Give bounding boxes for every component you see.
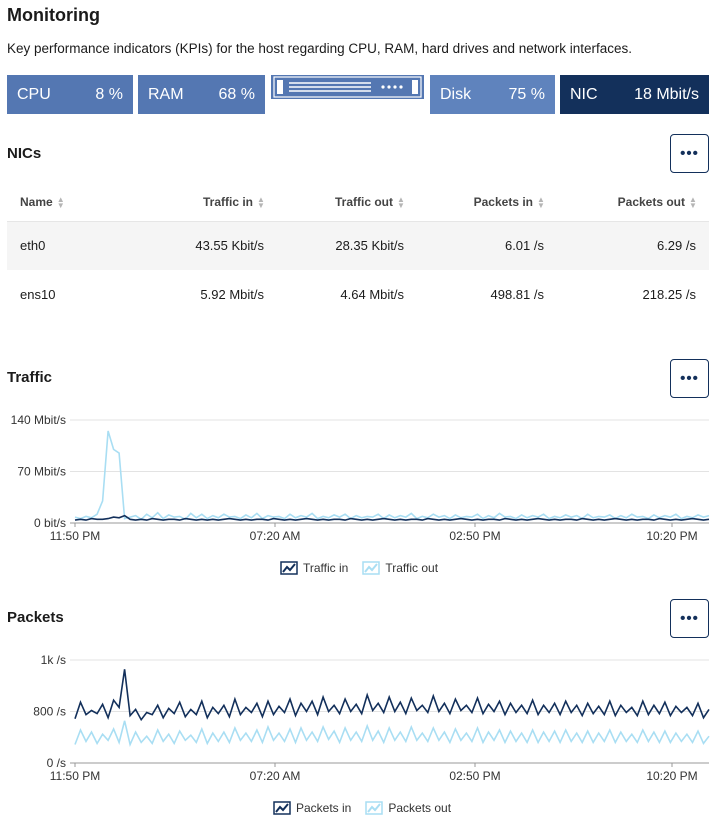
cell-packets-in: 6.01 /s	[417, 221, 557, 270]
kpi-nic-value: 18 Mbit/s	[634, 85, 699, 103]
sort-icon[interactable]: ▲ ▼	[397, 194, 405, 210]
table-header-row: Name ▲ ▼ Traffic in ▲ ▼ Traffic out ▲ ▼ Packet…	[7, 183, 709, 222]
line-chart-icon	[362, 561, 381, 575]
nics-title: NICs	[7, 145, 42, 162]
column-header-traffic-out[interactable]: Traffic out ▲ ▼	[277, 183, 417, 222]
x-tick-label: 07:20 AM	[250, 529, 301, 543]
y-tick-label: 0 bit/s	[34, 516, 66, 530]
cell-traffic-out: 4.64 Mbit/s	[340, 287, 404, 302]
series-line-traffic-in	[74, 514, 710, 521]
kpi-cpu-label: CPU	[17, 85, 51, 103]
y-tick-label: 800 /s	[33, 705, 66, 719]
nics-table: Name ▲ ▼ Traffic in ▲ ▼ Traffic out ▲ ▼ Packet…	[7, 183, 709, 319]
sort-icon[interactable]: ▲ ▼	[56, 194, 65, 210]
traffic-legend: Traffic in Traffic out	[280, 561, 438, 575]
legend-label-traffic-out: Traffic out	[385, 561, 439, 575]
column-header-packets-in[interactable]: Packets in ▲ ▼	[417, 183, 557, 222]
column-header-packets-out[interactable]: Packets out ▲ ▼	[557, 183, 709, 222]
cell-name: eth0	[7, 221, 137, 270]
page-title: Monitoring	[7, 5, 100, 25]
cell-traffic-out: 28.35 Kbit/s	[277, 221, 417, 270]
series-line-traffic-out	[74, 430, 710, 521]
table-row[interactable]: eth0 43.55 Kbit/s 28.35 Kbit/s 6.01 /s 6…	[7, 221, 709, 270]
packets-more-button[interactable]: •••	[670, 599, 709, 638]
cell-traffic-in: 5.92 Mbit/s	[200, 287, 264, 302]
series-line-packets-in	[74, 669, 710, 722]
y-tick-label: 140 Mbit/s	[11, 413, 66, 427]
traffic-more-button[interactable]: •••	[670, 359, 709, 398]
cell-packets-in: 498.81 /s	[490, 287, 545, 302]
cell-packets-out: 218.25 /s	[642, 287, 697, 302]
packets-chart: 0 /s 800 /s 1k /s 11:50 PM 07:20 AM 02:50 PM 1…	[33, 653, 710, 783]
sort-icon[interactable]: ▲ ▼	[689, 194, 697, 210]
legend-label-traffic-in: Traffic in	[303, 561, 349, 575]
legend-item-traffic-out[interactable]: Traffic out	[362, 561, 438, 575]
x-tick-label: 10:20 PM	[646, 529, 697, 543]
legend-label-packets-in: Packets in	[296, 801, 352, 815]
x-tick-label: 11:50 PM	[50, 769, 100, 783]
column-header-name[interactable]: Name ▲ ▼	[7, 183, 137, 222]
series-line-packets-out	[74, 720, 710, 748]
cell-traffic-in: 43.55 Kbit/s	[137, 221, 277, 270]
x-tick-label: 02:50 PM	[449, 769, 500, 783]
kpi-nic[interactable]: NIC 18 Mbit/s	[560, 75, 709, 114]
kpi-disk[interactable]: Disk 75 %	[430, 75, 555, 114]
table-row[interactable]: ens10 5.92 Mbit/s 4.64 Mbit/s 498.81 /s …	[7, 270, 709, 319]
y-tick-label: 70 Mbit/s	[17, 465, 66, 479]
page-subtitle: Key performance indicators (KPIs) for th…	[7, 41, 633, 56]
legend-item-packets-in[interactable]: Packets in	[273, 801, 351, 815]
nics-more-button[interactable]: •••	[670, 134, 709, 173]
x-tick-label: 02:50 PM	[449, 529, 500, 543]
cell-name: ens10	[20, 287, 56, 302]
legend-item-packets-out[interactable]: Packets out	[365, 801, 451, 815]
packets-legend: Packets in Packets out	[273, 801, 451, 815]
cell-packets-out: 6.29 /s	[557, 221, 709, 270]
line-chart-icon	[273, 801, 291, 815]
column-header-traffic-in[interactable]: Traffic in ▲ ▼	[137, 183, 277, 222]
packets-title: Packets	[7, 609, 64, 626]
x-tick-label: 11:50 PM	[50, 529, 100, 543]
sort-icon[interactable]: ▲ ▼	[537, 194, 545, 210]
server-icon	[271, 75, 424, 99]
kpi-disk-value: 75 %	[508, 85, 545, 103]
kpi-ram-label: RAM	[148, 85, 184, 103]
y-tick-label: 0 /s	[47, 756, 66, 770]
traffic-title: Traffic	[7, 369, 53, 386]
kpi-disk-label: Disk	[440, 85, 472, 103]
legend-item-traffic-in[interactable]: Traffic in	[280, 561, 348, 575]
kpi-cpu-value: 8 %	[95, 85, 123, 103]
sort-icon[interactable]: ▲ ▼	[257, 194, 265, 210]
line-chart-icon	[280, 561, 298, 575]
legend-label-packets-out: Packets out	[388, 801, 452, 815]
kpi-ram[interactable]: RAM 68 %	[138, 75, 265, 114]
traffic-chart: 0 bit/s 70 Mbit/s 140 Mbit/s 11:50 PM 07:20 …	[11, 413, 710, 543]
y-tick-label: 1k /s	[41, 653, 66, 667]
kpi-ram-value: 68 %	[218, 85, 255, 103]
x-tick-label: 10:20 PM	[646, 769, 697, 783]
x-tick-label: 07:20 AM	[250, 769, 301, 783]
kpi-nic-label: NIC	[570, 85, 598, 103]
kpi-cpu[interactable]: CPU 8 %	[7, 75, 133, 114]
line-chart-icon	[365, 801, 384, 815]
